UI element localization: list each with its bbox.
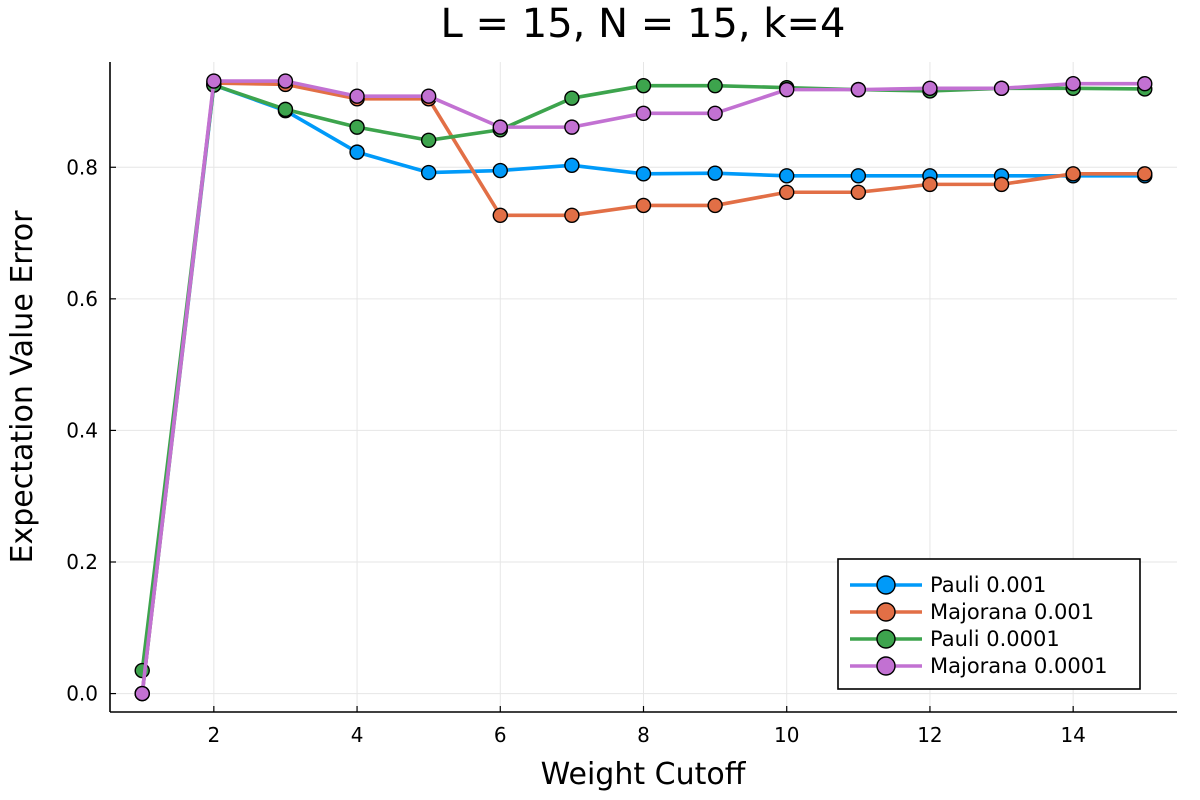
legend-marker	[876, 629, 896, 649]
y-tick-label: 0.4	[66, 418, 98, 442]
x-tick-label: 2	[207, 723, 220, 747]
data-point	[206, 73, 222, 89]
data-point	[993, 80, 1010, 97]
data-point	[1137, 166, 1153, 182]
legend-label: Majorana 0.0001	[930, 654, 1108, 678]
data-point	[420, 88, 437, 104]
x-axis-label: Weight Cutoff	[541, 757, 747, 792]
data-point	[134, 685, 150, 702]
axes: 2 4 6 8 10 12 14 0.0 0.2 0.4 0.6 0.8	[66, 62, 1177, 747]
data-point	[922, 80, 938, 97]
data-point	[707, 197, 723, 214]
data-point	[277, 73, 294, 89]
data-point	[492, 207, 508, 223]
data-point	[564, 157, 580, 173]
data-point	[850, 184, 867, 200]
x-tick-label: 6	[494, 723, 507, 747]
x-tick-label: 14	[1060, 723, 1085, 747]
x-tick-label: 12	[917, 723, 942, 747]
data-point	[492, 119, 508, 135]
legend-entry-majorana-0-0001: Majorana 0.0001	[850, 654, 1108, 678]
series-layer	[134, 73, 1153, 702]
x-tick-label: 8	[637, 723, 650, 747]
data-point	[420, 132, 437, 148]
data-point	[707, 165, 723, 181]
chart-title: L = 15, N = 15, k=4	[441, 1, 846, 47]
legend-entry-pauli-0-0001: Pauli 0.0001	[850, 627, 1060, 651]
data-point	[1065, 76, 1081, 92]
x-tick-label: 10	[774, 723, 799, 747]
data-point	[993, 176, 1010, 193]
legend-label: Pauli 0.001	[930, 573, 1046, 597]
y-tick-label: 0.6	[66, 287, 98, 311]
data-point	[922, 176, 938, 193]
legend-marker	[876, 575, 896, 595]
data-point	[635, 105, 652, 122]
data-point	[349, 144, 365, 160]
data-point	[564, 119, 580, 135]
data-point	[564, 90, 580, 106]
data-point	[707, 77, 723, 94]
data-point	[349, 88, 365, 104]
y-tick-label: 0.8	[66, 155, 98, 179]
data-point	[1137, 76, 1153, 92]
legend-label: Majorana 0.001	[930, 600, 1094, 624]
data-point	[779, 168, 795, 184]
data-point	[707, 105, 723, 122]
data-point	[420, 164, 437, 181]
data-point	[850, 81, 867, 98]
legend-entry-majorana-0-001: Majorana 0.001	[850, 600, 1094, 624]
data-point	[277, 101, 294, 118]
data-point	[492, 162, 508, 179]
data-point	[779, 184, 795, 200]
x-tick-label: 4	[351, 723, 364, 747]
data-point	[635, 166, 652, 182]
data-point	[564, 207, 580, 223]
data-point	[349, 119, 365, 135]
series-majorana-0-0001	[134, 73, 1153, 702]
data-point	[635, 197, 652, 214]
y-tick-label: 0.2	[66, 550, 98, 574]
data-point	[850, 168, 867, 184]
legend-label: Pauli 0.0001	[930, 627, 1060, 651]
y-tick-label: 0.0	[66, 682, 98, 706]
legend-entry-pauli-0-001: Pauli 0.001	[850, 573, 1046, 597]
legend-marker	[876, 602, 896, 622]
data-point	[635, 77, 652, 94]
data-point	[779, 81, 795, 98]
y-axis-label: Expectation Value Error	[5, 210, 40, 564]
data-point	[1065, 166, 1081, 182]
legend-marker	[876, 656, 896, 676]
legend: Pauli 0.001 Majorana 0.001 Pauli 0.0001 Maj…	[837, 558, 1141, 690]
